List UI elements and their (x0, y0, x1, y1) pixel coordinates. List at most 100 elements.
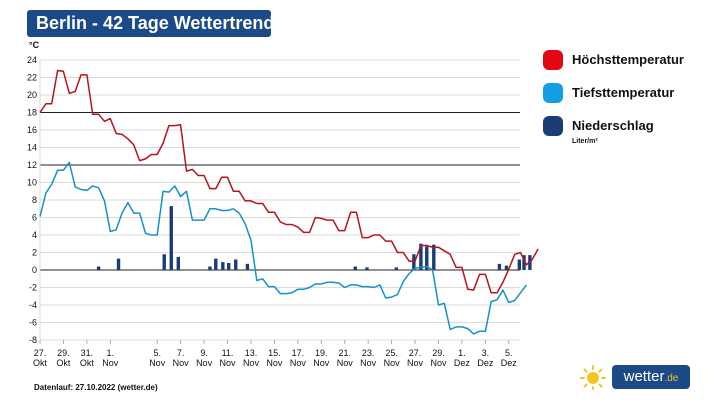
legend-item-min: Tiefsttemperatur (543, 83, 713, 116)
chart-title: Berlin - 42 Tage Wettertrend (27, 10, 271, 37)
legend-swatch-min (543, 83, 563, 103)
x-tick-day: 21. (338, 348, 351, 358)
precipitation-bars (96, 206, 532, 270)
y-tick-label: 22 (27, 73, 37, 83)
legend-label-min: Tiefsttemperatur (572, 85, 675, 100)
legend-unit-precip: Liter/m² (572, 138, 598, 145)
x-tick-day: 25. (385, 348, 398, 358)
x-tick-day: 5. (153, 348, 161, 358)
x-tick-month: Okt (56, 358, 71, 368)
x-tick-day: 7. (177, 348, 185, 358)
x-tick-month: Okt (80, 358, 95, 368)
precipitation-bar (96, 266, 101, 270)
y-tick-label: 0 (32, 265, 37, 275)
precipitation-bar (517, 259, 522, 270)
x-tick-day: 1. (458, 348, 466, 358)
y-tick-label: 24 (27, 55, 37, 65)
x-tick-day: 29. (57, 348, 70, 358)
x-tick-day: 31. (81, 348, 94, 358)
legend-swatch-precip (543, 116, 563, 136)
x-tick-month: Dez (501, 358, 518, 368)
x-tick-month: Nov (149, 358, 166, 368)
legend-item-max: Höchsttemperatur (543, 50, 713, 83)
y-tick-label: 10 (27, 178, 37, 188)
x-tick-month: Nov (313, 358, 330, 368)
x-tick-day: 17. (292, 348, 305, 358)
y-tick-label: -2 (29, 283, 37, 293)
max-temperature-line (39, 69, 539, 294)
y-tick-label: -8 (29, 335, 37, 345)
y-tick-label: 6 (32, 213, 37, 223)
x-tick-month: Okt (33, 358, 48, 368)
x-tick-month: Nov (407, 358, 424, 368)
temperature-lines (39, 69, 539, 335)
x-tick-month: Nov (290, 358, 307, 368)
x-tick-day: 9. (200, 348, 208, 358)
legend-swatch-max (543, 50, 563, 70)
x-tick-day: 29. (432, 348, 445, 358)
x-tick-day: 15. (268, 348, 281, 358)
wetter-logo[interactable]: wetter.de (578, 364, 690, 390)
precipitation-bar (425, 246, 429, 270)
grid-lines (39, 59, 520, 341)
legend-item-precip: Niederschlag Liter/m² (543, 116, 713, 149)
y-tick-label: 4 (32, 230, 37, 240)
precipitation-bar (234, 259, 238, 270)
precipitation-bar (162, 254, 166, 270)
precipitation-bar (522, 255, 526, 270)
x-tick-day: 11. (222, 348, 234, 358)
precipitation-bar (353, 266, 357, 270)
precipitation-bar (226, 263, 231, 270)
x-tick-month: Nov (266, 358, 283, 368)
precipitation-bar (432, 244, 436, 270)
precipitation-bar (221, 262, 225, 270)
x-tick-month: Nov (220, 358, 237, 368)
x-tick-month: Nov (173, 358, 190, 368)
x-tick-day: 19. (315, 348, 328, 358)
x-tick-day: 1. (107, 348, 115, 358)
x-tick-month: Dez (454, 358, 471, 368)
precipitation-bar (412, 254, 416, 270)
precipitation-bar (176, 256, 180, 270)
x-tick-month: Nov (384, 358, 401, 368)
y-tick-label: -4 (29, 300, 37, 310)
x-tick-day: 3. (482, 348, 490, 358)
x-tick-day: 27. (409, 348, 422, 358)
legend: Höchsttemperatur Tiefsttemperatur Nieder… (543, 50, 713, 149)
precipitation-bar (504, 265, 509, 270)
logo-name: wetter (623, 368, 665, 385)
logo-tld: .de (664, 373, 679, 384)
x-tick-labels: 27.Okt29.Okt31.Okt1.Nov5.Nov7.Nov9.Nov11… (33, 340, 517, 368)
precipitation-bar (365, 267, 369, 270)
precipitation-bar (245, 263, 250, 270)
y-tick-label: 20 (27, 90, 37, 100)
x-tick-month: Nov (102, 358, 119, 368)
x-tick-month: Dez (477, 358, 494, 368)
legend-label-max: Höchsttemperatur (572, 52, 684, 67)
x-tick-month: Nov (243, 358, 260, 368)
y-tick-label: 2 (32, 248, 37, 258)
y-tick-label: 18 (27, 108, 37, 118)
x-tick-month: Nov (337, 358, 354, 368)
x-tick-month: Nov (430, 358, 447, 368)
sun-icon (580, 365, 606, 390)
y-tick-label: -6 (29, 318, 37, 328)
y-tick-label: 8 (32, 195, 37, 205)
logo-wordmark: wetter.de (612, 365, 690, 389)
x-tick-day: 23. (362, 348, 375, 358)
precipitation-bar (169, 206, 173, 270)
x-tick-day: 27. (34, 348, 47, 358)
x-tick-day: 13. (245, 348, 258, 358)
precipitation-bar (214, 258, 218, 270)
y-axis-unit: °C (29, 40, 40, 50)
y-tick-label: 12 (27, 160, 37, 170)
precipitation-bar (394, 267, 398, 270)
legend-label-precip: Niederschlag (572, 118, 654, 133)
y-tick-label: 14 (27, 143, 37, 153)
x-tick-month: Nov (360, 358, 377, 368)
data-run-footnote: Datenlauf: 27.10.2022 (wetter.de) (34, 383, 158, 392)
precipitation-bar (497, 263, 502, 270)
precipitation-bar (419, 243, 423, 270)
